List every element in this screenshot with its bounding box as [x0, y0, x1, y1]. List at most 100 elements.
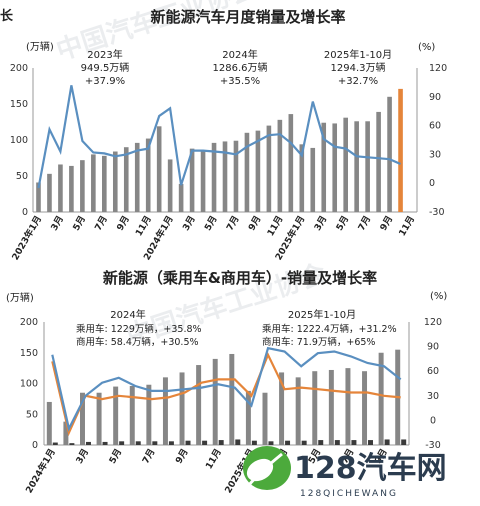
chart2-commercial-bar — [52, 442, 58, 445]
chart2-commercial-bar — [351, 440, 357, 445]
chart2-passenger-bar — [279, 372, 285, 445]
chart2-commercial-bar — [251, 440, 257, 445]
chart1-xtick: 3月 — [312, 214, 329, 233]
chart1-xtick: 3月 — [181, 214, 198, 233]
chart1-xtick: 7月 — [93, 214, 110, 233]
chart2-passenger-bar — [245, 390, 251, 445]
chart2-commercial-bar — [168, 441, 174, 445]
chart1-ytick-left: 50 — [16, 171, 28, 182]
leaf-logo-icon — [243, 446, 291, 490]
chart2-xtick: 9月 — [173, 447, 190, 466]
chart2-commercial-bar — [185, 440, 191, 445]
chart1-bar — [288, 114, 294, 212]
chart2-ytick-right: -30 — [425, 440, 441, 451]
chart1-ytick-right: 0 — [429, 178, 435, 189]
chart1-bar — [102, 155, 107, 212]
chart1-bar — [80, 160, 85, 212]
chart1-ytick-right: 30 — [429, 149, 441, 160]
chart2-ytick-right: 90 — [427, 342, 439, 353]
chart1-annotation-total: 1294.3万辆 — [331, 61, 386, 74]
brand-watermark: 128汽车网 128QICHEWANG — [243, 446, 447, 499]
chart1-left-partial-label: 长 — [0, 8, 14, 24]
chart1-ytick-right: -30 — [429, 207, 445, 218]
chart1-bar — [321, 122, 327, 212]
chart2-ytick-left: 150 — [20, 348, 38, 359]
chart1-bar — [58, 164, 63, 212]
chart2-ytick-right: 120 — [424, 317, 442, 328]
chart2-commercial-bar — [334, 440, 340, 445]
chart2-passenger-bar — [46, 401, 52, 445]
chart2-annotation-2024-year: 2024年 — [110, 308, 145, 321]
chart2-commercial-bar — [119, 441, 125, 445]
chart1-bar — [36, 182, 41, 212]
chart1-xtick: 3月 — [49, 214, 66, 233]
chart2-commercial-bar — [368, 440, 373, 445]
chart2-xtick: 2024年1月 — [23, 447, 58, 496]
chart2-passenger-growth-line — [51, 346, 402, 432]
chart1-ytick-right: 90 — [429, 92, 441, 103]
chart2-passenger-bar — [80, 392, 85, 445]
chart2-annotation-2025-commercial: 商用车: 71.9万辆，+65% — [262, 336, 375, 348]
chart2-xtick: 7月 — [140, 447, 157, 466]
chart2-passenger-bar — [146, 384, 152, 445]
chart1-bar — [376, 111, 381, 212]
brand-subtitle: 128QICHEWANG — [300, 489, 398, 499]
chart1-bar — [299, 144, 305, 212]
chart2-passenger-bar — [113, 386, 119, 445]
chart1-bar — [387, 96, 392, 212]
chart2-ytick-left: 50 — [26, 409, 38, 420]
chart2-commercial-bar — [152, 441, 158, 445]
chart1-bar — [145, 138, 151, 212]
chart1-xtick: 11月 — [134, 214, 154, 238]
chart1-xtick: 9月 — [115, 214, 132, 233]
chart1-bar — [266, 125, 272, 212]
chart1-bar — [134, 142, 140, 212]
chart2-commercial-bar — [135, 441, 141, 445]
chart2-passenger-bar — [345, 368, 351, 445]
chart1-xtick: 11月 — [265, 214, 285, 238]
chart2-commercial-bar — [102, 441, 108, 445]
chart1-annotation-growth: +35.5% — [220, 76, 260, 87]
chart1-bar — [156, 126, 162, 212]
chart2-xtick: 3月 — [74, 447, 91, 466]
chart2-annotation-2024-passenger: 乘用车: 1229万辆，+35.8% — [76, 323, 202, 335]
chart2-left-unit: (万辆) — [6, 291, 34, 304]
chart1-annotation-year: 2023年 — [87, 48, 122, 61]
chart1-bar — [354, 121, 359, 212]
chart1-bar — [310, 147, 316, 212]
chart1-xtick: 9月 — [246, 214, 263, 233]
chart1-bar — [233, 140, 239, 212]
chart2-passenger-bar — [328, 369, 334, 445]
chart2-passenger-bar — [295, 377, 301, 445]
chart1-ytick-left: 100 — [10, 135, 28, 146]
chart1-ytick-right: 120 — [429, 63, 447, 74]
chart2-right-unit: (%) — [430, 291, 447, 302]
chart2-annotation-2024-commercial: 商用车: 58.4万辆，+30.5% — [76, 336, 199, 348]
chart1-xtick: 7月 — [224, 214, 241, 233]
chart1-title: 新能源汽车月度销量及增长率 — [150, 8, 345, 26]
chart2-passenger-bar — [362, 371, 368, 445]
chart1-xtick: 7月 — [356, 214, 373, 233]
chart2-commercial-bar — [218, 440, 224, 445]
brand-name: 128汽车网 — [294, 451, 447, 486]
chart1-ytick-left: 0 — [22, 207, 28, 218]
chart1-right-unit: (%) — [418, 42, 435, 53]
chart1-bar — [365, 121, 370, 212]
chart2-passenger-bar — [378, 352, 384, 445]
chart2-commercial-bar — [318, 440, 324, 445]
chart1-bar — [277, 119, 283, 212]
chart1-bar — [167, 159, 173, 212]
chart2-passenger-bar — [212, 358, 218, 445]
chart2-passenger-bar — [312, 371, 318, 445]
chart1-xtick: 5月 — [71, 214, 88, 233]
chart1-bar — [244, 132, 250, 212]
chart1-bar — [69, 165, 74, 212]
chart1-xtick: 5月 — [334, 214, 351, 233]
chart2-ytick-right: 60 — [427, 366, 439, 377]
chart1-xtick: 5月 — [202, 214, 219, 233]
chart2-ytick-left: 0 — [32, 440, 38, 451]
chart2-commercial-bar — [268, 441, 274, 445]
chart2-passenger-bar — [196, 365, 202, 445]
chart1-annotation-growth: +37.9% — [85, 76, 125, 87]
chart1-bar — [398, 88, 403, 212]
